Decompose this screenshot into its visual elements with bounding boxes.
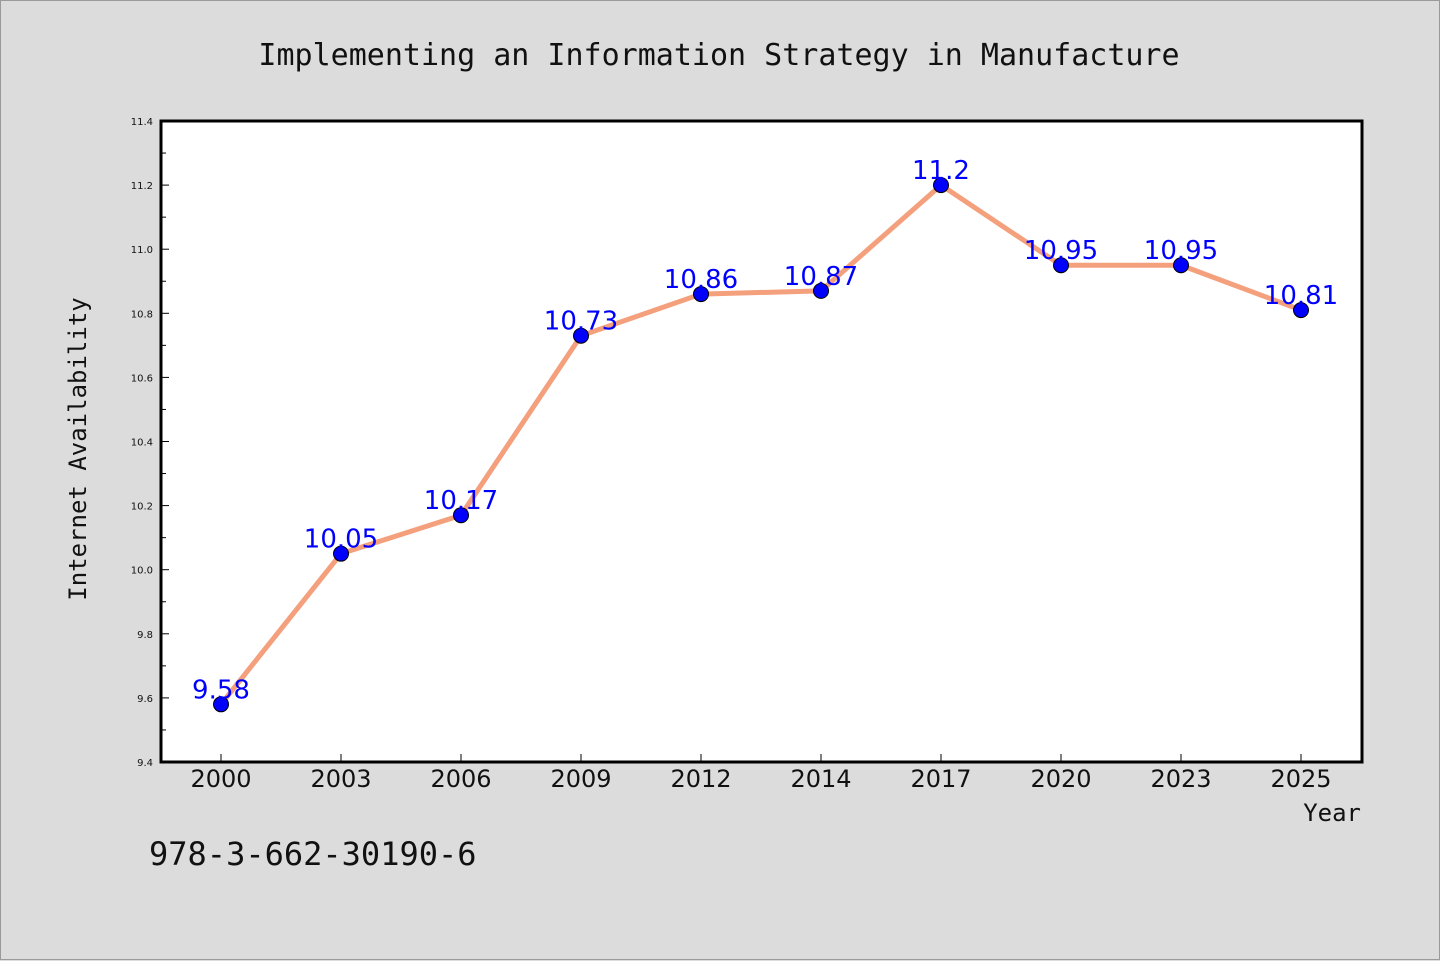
x-tick-label: 2003	[310, 765, 371, 793]
data-point	[573, 327, 589, 344]
data-label: 10.87	[784, 262, 858, 292]
data-label: 10.73	[544, 307, 618, 337]
series-layer	[213, 177, 1309, 713]
data-point	[453, 507, 469, 524]
data-label: 10.86	[664, 265, 738, 295]
y-tick-label: 11.4	[131, 117, 153, 128]
data-point	[813, 282, 829, 299]
x-tick-label: 2017	[910, 765, 971, 793]
y-tick-label: 10.2	[131, 502, 153, 513]
data-labels: 9.58 10.05 10.17 10.73 10.86 10.87 11.2 10.95 10…	[192, 156, 1338, 705]
data-point	[333, 545, 349, 562]
plot-area	[159, 119, 1364, 764]
y-tick-label: 10.0	[131, 566, 153, 577]
y-tick-label: 9.8	[137, 630, 153, 641]
data-label: 10.05	[304, 525, 378, 555]
data-label: 10.95	[1024, 236, 1098, 266]
y-axis: 9.4 9.6 9.8 10.0 10.2 10.4 10.6 10.8 11.0 11.2 11.…	[131, 117, 169, 769]
isbn-text: 978-3-662-30190-6	[149, 835, 477, 873]
data-point	[1293, 302, 1309, 319]
data-label: 10.95	[1144, 236, 1218, 266]
data-point	[933, 177, 949, 194]
data-label: 11.2	[912, 156, 970, 186]
x-tick-label: 2020	[1030, 765, 1091, 793]
x-tick-label: 2009	[550, 765, 611, 793]
y-tick-label: 11.2	[131, 181, 153, 192]
x-tick-label: 2014	[790, 765, 851, 793]
data-point	[213, 696, 229, 713]
y-tick-label: 11.0	[131, 245, 153, 256]
x-tick-label: 2000	[190, 765, 251, 793]
series-line	[218, 182, 1304, 707]
chart-title: Implementing an Information Strategy in …	[258, 38, 1179, 73]
y-tick-label: 9.6	[137, 694, 153, 705]
x-tick-label: 2012	[670, 765, 731, 793]
y-tick-label: 9.4	[137, 758, 153, 769]
data-point	[693, 286, 709, 303]
x-tick-label: 2006	[430, 765, 491, 793]
x-tick-label: 2023	[1150, 765, 1211, 793]
data-label: 10.17	[424, 486, 498, 516]
x-axis-label: Year	[1303, 799, 1361, 827]
data-label: 9.58	[192, 675, 250, 705]
y-tick-label: 10.6	[131, 373, 153, 384]
y-tick-label: 10.8	[131, 309, 153, 320]
data-point	[1053, 257, 1069, 274]
y-axis-label: Internet Availability	[64, 297, 92, 600]
x-axis: 2000 2003 2006 2009 2012 2014 2017 2020 2023 2025	[190, 754, 1332, 793]
x-tick-label: 2025	[1270, 765, 1331, 793]
data-label: 10.81	[1264, 281, 1338, 311]
y-tick-label: 10.4	[131, 438, 153, 449]
data-point	[1173, 257, 1189, 274]
